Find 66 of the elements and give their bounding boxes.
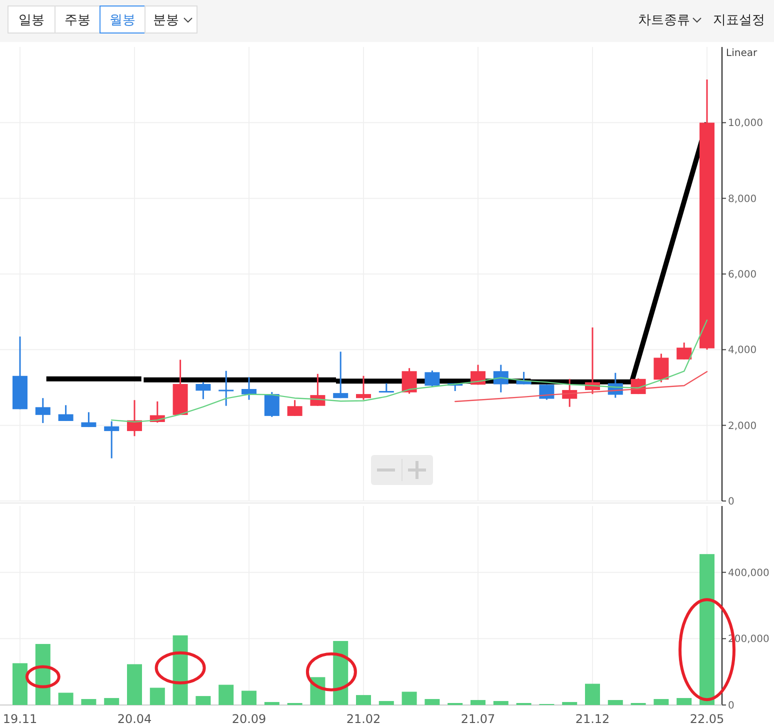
candlestick [654,352,669,383]
bar [333,640,348,705]
candlestick [81,411,96,428]
bar [493,701,508,705]
bar [104,698,120,705]
bar [356,695,371,705]
candlestick [310,373,326,407]
bar [58,692,74,705]
candlestick [104,420,120,460]
candlestick [264,391,280,418]
bar [127,664,142,705]
bar [676,698,692,705]
bar [654,699,669,705]
y-tick-label: 10,000 [728,118,763,130]
candlestick [218,370,234,407]
candlestick [242,376,256,401]
bar [562,702,578,705]
bar [264,702,280,705]
x-tick-label: 20.09 [232,712,266,726]
y-tick-label: 0 [728,496,734,508]
candlestick [493,364,508,394]
x-tick-label: 21.02 [346,712,381,726]
text: 주봉 [64,13,90,28]
y-tick-label: 2,000 [728,420,757,432]
bar [196,696,211,705]
candlestick [35,397,50,424]
y-tick-label: 0 [728,700,734,712]
bar [81,699,96,705]
bar [150,688,165,705]
text: 분봉 [153,13,179,28]
x-tick-label: 21.07 [460,712,496,726]
text: 일봉 [18,13,44,28]
text: 월봉 [110,13,136,28]
candlestick [402,367,417,394]
candlestick [378,382,394,394]
y-tick-label: 400,000 [728,568,770,579]
line-series [454,371,708,402]
bar [470,700,486,705]
candlestick [676,342,692,360]
candlestick [58,404,74,422]
candlestick [356,375,371,401]
bar [218,684,234,705]
text: 지표설정 [713,13,765,28]
y-tick-label: 4,000 [728,345,757,356]
bar [402,692,417,705]
bar [172,635,188,705]
candlestick [333,350,348,399]
y-tick-label: 8,000 [728,194,757,205]
x-tick-label: 20.04 [117,712,152,726]
candlestick [196,382,211,400]
bar [700,554,714,705]
x-tick-label: 19.11 [2,712,38,726]
text: Linear [726,48,758,59]
candlestick [424,370,440,388]
x-tick-label: 22.05 [690,712,724,726]
bar [608,700,623,705]
bar [12,663,28,705]
bar [424,699,440,705]
candlestick [539,384,554,401]
text: 차트종류 [638,13,690,28]
bar [242,690,256,705]
bar [585,684,600,705]
y-tick-label: 6,000 [728,270,757,280]
candlestick [287,399,302,417]
bar [378,701,394,705]
x-tick-label: 21.12 [575,712,610,726]
